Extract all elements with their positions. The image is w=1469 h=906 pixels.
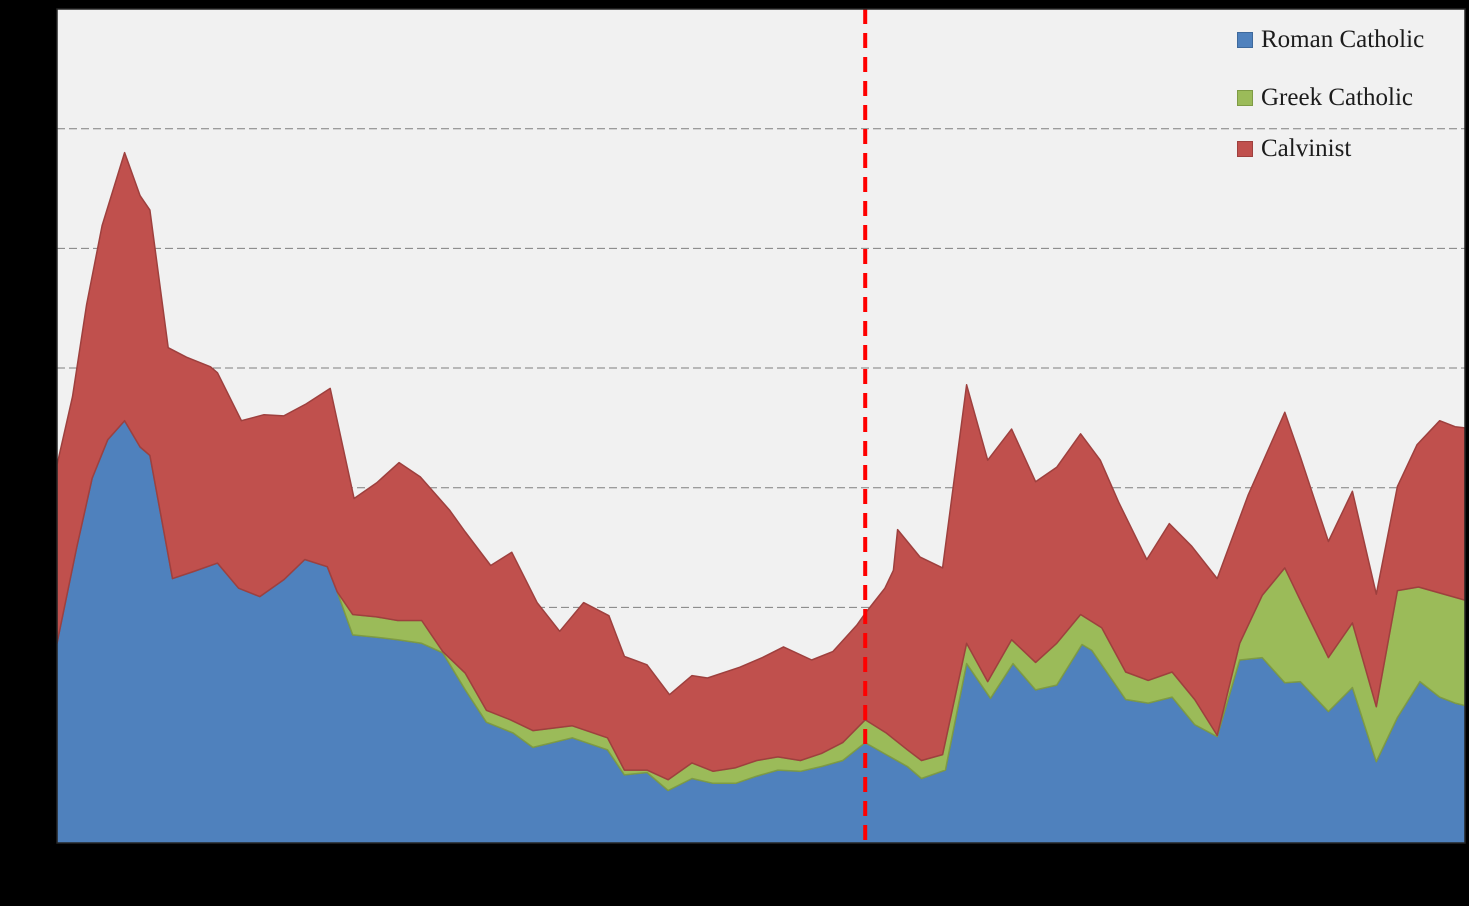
calvinist-swatch-icon xyxy=(1237,141,1253,157)
greek-catholic-swatch-icon xyxy=(1237,90,1253,106)
legend-label-greek-catholic: Greek Catholic xyxy=(1261,84,1414,111)
roman-catholic-swatch-icon xyxy=(1237,32,1253,48)
legend-label-calvinist: Calvinist xyxy=(1261,135,1352,162)
calvinist-area xyxy=(57,151,1465,781)
legend-label-roman-catholic: Roman Catholic xyxy=(1261,26,1425,53)
legend-item-greek-catholic: Greek Catholic xyxy=(1237,84,1413,112)
plot-border xyxy=(56,8,1466,844)
legend-item-calvinist: Calvinist xyxy=(1237,135,1351,163)
legend-item-roman-catholic: Roman Catholic xyxy=(1237,26,1424,54)
